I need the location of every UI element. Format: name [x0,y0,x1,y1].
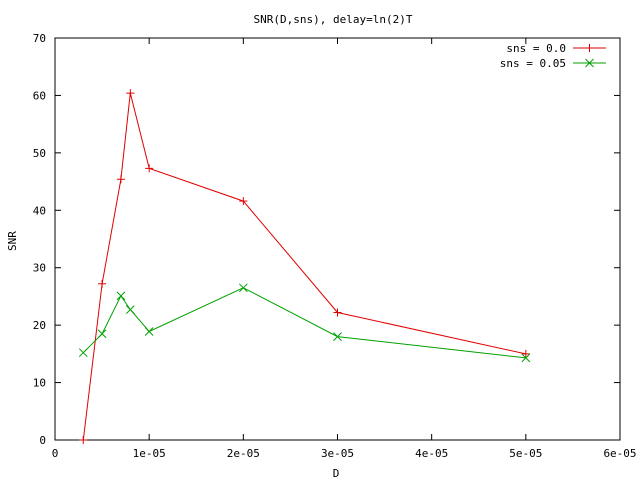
x-axis-label: D [333,467,340,480]
x-axis: 0 1e-05 2e-05 3e-05 4e-05 5e-05 6e-05 [52,38,637,460]
y-axis-label: SNR [6,231,19,251]
legend-label: sns = 0.0 [506,42,566,55]
legend: sns = 0.0 sns = 0.05 [500,42,606,70]
series-2-point [125,305,135,314]
y-tick-label: 60 [33,89,46,102]
point-marker-b [116,291,126,301]
series-2 [78,283,531,363]
series-2-line [82,287,526,359]
y-tick-label: 20 [33,319,46,332]
series-1-point [333,308,342,317]
series-2-point [238,283,248,293]
series-2-point [144,327,154,336]
x-tick-label: 2e-05 [227,447,260,460]
series-1-point [116,175,125,184]
series-2-point [116,291,126,301]
x-tick-label: 0 [52,447,59,460]
series-1-point [521,349,530,358]
point-marker-b [521,353,531,363]
plot-frame [54,37,621,441]
x-tick-label: 6e-05 [603,447,636,460]
y-tick-label: 0 [39,434,46,447]
x-tick-label: 5e-05 [509,447,542,460]
y-tick-label: 10 [33,377,46,390]
series-2-point [78,348,88,358]
plot-border [54,37,621,441]
series-1 [79,89,530,444]
series-2-point [521,353,531,363]
y-tick-label: 50 [33,147,46,160]
x-tick-label: 1e-05 [133,447,166,460]
y-tick-label: 30 [33,262,46,275]
series-layer [78,89,531,444]
series-1-point [79,436,88,444]
series-2-point [97,329,107,339]
point-marker-b [125,305,135,314]
legend-label: sns = 0.05 [500,57,566,70]
x-tick-label: 4e-05 [415,447,448,460]
y-tick-label: 70 [33,32,46,45]
point-marker-b [78,348,88,358]
point-marker-b [333,332,342,341]
series-2-point [333,332,342,341]
chart-title: SNR(D,sns), delay=ln(2)T [254,13,413,26]
point-marker-b [144,327,154,336]
point-marker-b [97,329,107,339]
x-tick-label: 3e-05 [321,447,354,460]
y-axis: 0 10 20 30 40 50 60 70 [33,32,620,447]
series-1-line [82,92,526,441]
legend-marker-b [585,58,594,68]
point-marker-b [238,283,248,293]
series-1-point [126,89,135,98]
series-1-point [98,279,107,288]
series-1-point [239,197,248,206]
y-tick-label: 40 [33,204,46,217]
series-1-point [145,164,154,173]
